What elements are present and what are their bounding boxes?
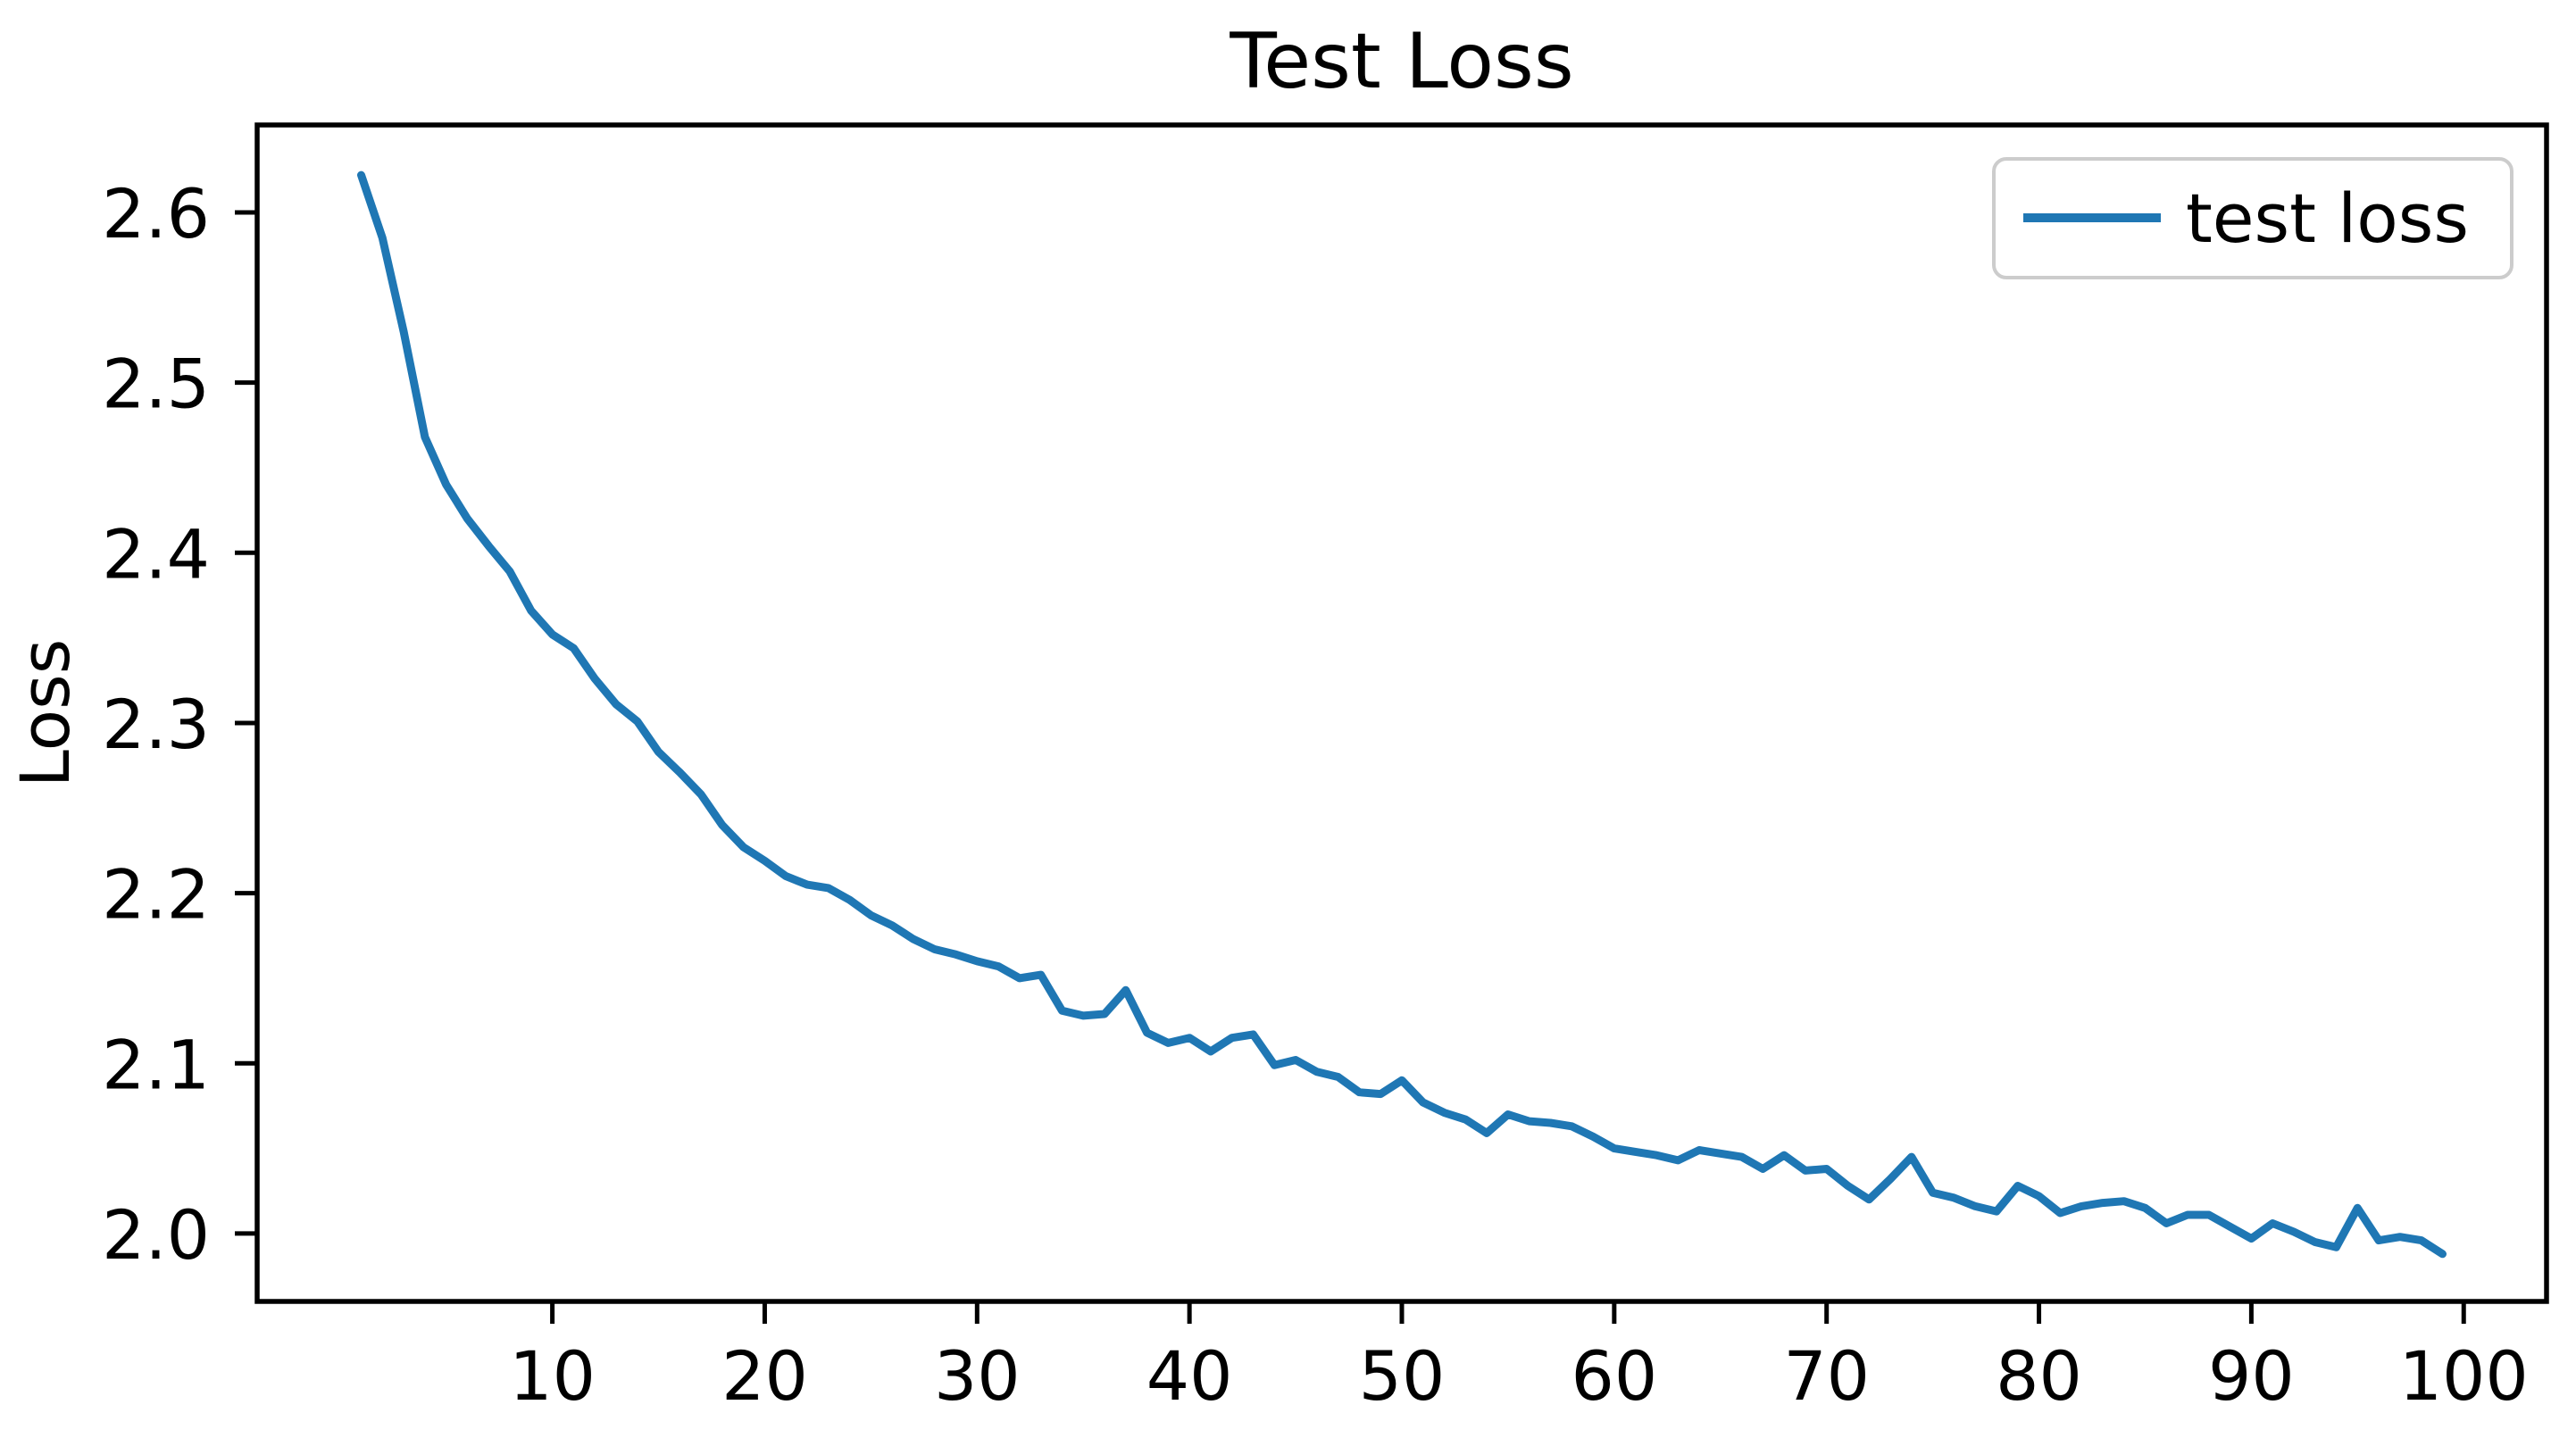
x-tick-label: 20	[721, 1336, 808, 1416]
x-tick-label: 50	[1359, 1336, 1446, 1416]
chart-title: Test Loss	[1229, 17, 1573, 106]
x-tick-label: 40	[1146, 1336, 1233, 1416]
y-axis-ticks: 2.0 2.1 2.2 2.3 2.4 2.5 2.6	[102, 174, 257, 1275]
x-tick-label: 10	[509, 1336, 596, 1416]
y-tick-label: 2.6	[102, 174, 210, 254]
y-axis-label: Loss	[5, 639, 85, 788]
x-tick-label: 80	[1996, 1336, 2082, 1416]
y-tick-label: 2.2	[102, 855, 210, 935]
legend-label: test loss	[2186, 179, 2469, 258]
x-tick-label: 30	[934, 1336, 1021, 1416]
x-tick-label: 100	[2399, 1336, 2529, 1416]
legend: test loss	[1992, 157, 2513, 279]
x-tick-label: 70	[1783, 1336, 1870, 1416]
test-loss-line	[357, 170, 2447, 1259]
x-tick-label: 60	[1571, 1336, 1657, 1416]
legend-box	[1992, 157, 2513, 279]
y-tick-label: 2.1	[102, 1025, 210, 1104]
x-axis-ticks: 10 20 30 40 50 60 70 80 90 100	[509, 1301, 2529, 1416]
y-tick-label: 2.3	[102, 685, 210, 764]
y-tick-label: 2.0	[102, 1195, 210, 1275]
y-tick-label: 2.5	[102, 345, 210, 424]
y-tick-label: 2.4	[102, 514, 210, 594]
axes-frame	[254, 122, 2549, 1304]
x-tick-label: 90	[2208, 1336, 2295, 1416]
